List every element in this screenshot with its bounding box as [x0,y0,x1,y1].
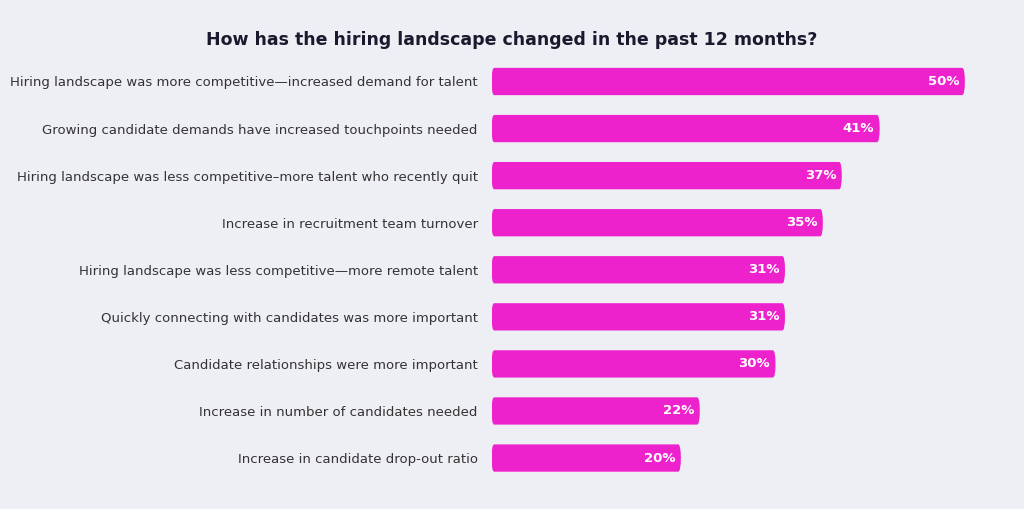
Text: How has the hiring landscape changed in the past 12 months?: How has the hiring landscape changed in … [206,31,818,48]
FancyBboxPatch shape [492,209,823,236]
FancyBboxPatch shape [492,256,785,284]
Text: 31%: 31% [748,310,779,323]
FancyBboxPatch shape [492,68,965,95]
Text: 22%: 22% [663,405,694,417]
FancyBboxPatch shape [492,303,785,330]
Text: 20%: 20% [644,451,675,465]
FancyBboxPatch shape [492,398,699,425]
FancyBboxPatch shape [492,444,681,472]
FancyBboxPatch shape [492,162,842,189]
Text: 41%: 41% [843,122,874,135]
Text: 30%: 30% [738,357,770,371]
Text: 50%: 50% [928,75,959,88]
Text: 37%: 37% [805,169,837,182]
Text: 35%: 35% [785,216,817,229]
Text: 31%: 31% [748,263,779,276]
FancyBboxPatch shape [492,350,775,378]
FancyBboxPatch shape [492,115,880,142]
